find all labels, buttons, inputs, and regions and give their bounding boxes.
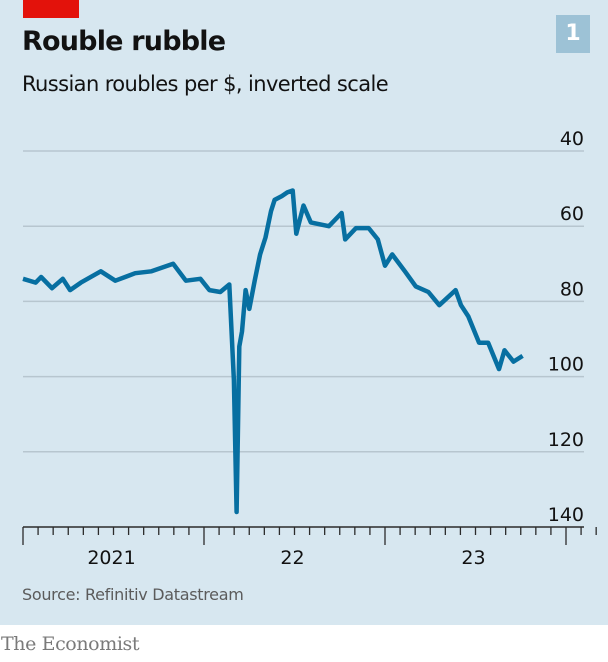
brand-logo-text: The Economist <box>1 633 140 655</box>
y-tick-label: 80 <box>560 278 584 300</box>
chart-panel <box>0 0 608 625</box>
chart-subtitle: Russian roubles per $, inverted scale <box>22 72 389 96</box>
x-tick-label: 22 <box>280 547 304 569</box>
x-tick-label: 2021 <box>87 547 135 569</box>
series-line <box>22 188 524 515</box>
source-note: Source: Refinitiv Datastream <box>22 585 244 604</box>
y-tick-label: 40 <box>560 128 584 150</box>
gridlines <box>23 150 584 453</box>
y-tick-label: 60 <box>560 203 584 225</box>
line-chart: 40 60 80 100 120 140 2021 22 23 <box>22 128 597 569</box>
x-tick-label: 23 <box>461 547 485 569</box>
chart-number-badge: 1 <box>556 15 590 53</box>
y-tick-label: 120 <box>548 429 584 451</box>
series-group <box>22 188 524 515</box>
y-tick-label: 140 <box>548 504 584 526</box>
x-axis-labels: 2021 22 23 <box>87 547 485 569</box>
economist-red-tag <box>23 0 79 18</box>
y-axis-labels: 40 60 80 100 120 140 <box>548 128 584 526</box>
y-tick-label: 100 <box>548 354 584 376</box>
x-axis <box>22 526 597 545</box>
chart-title: Rouble rubble <box>22 26 226 57</box>
